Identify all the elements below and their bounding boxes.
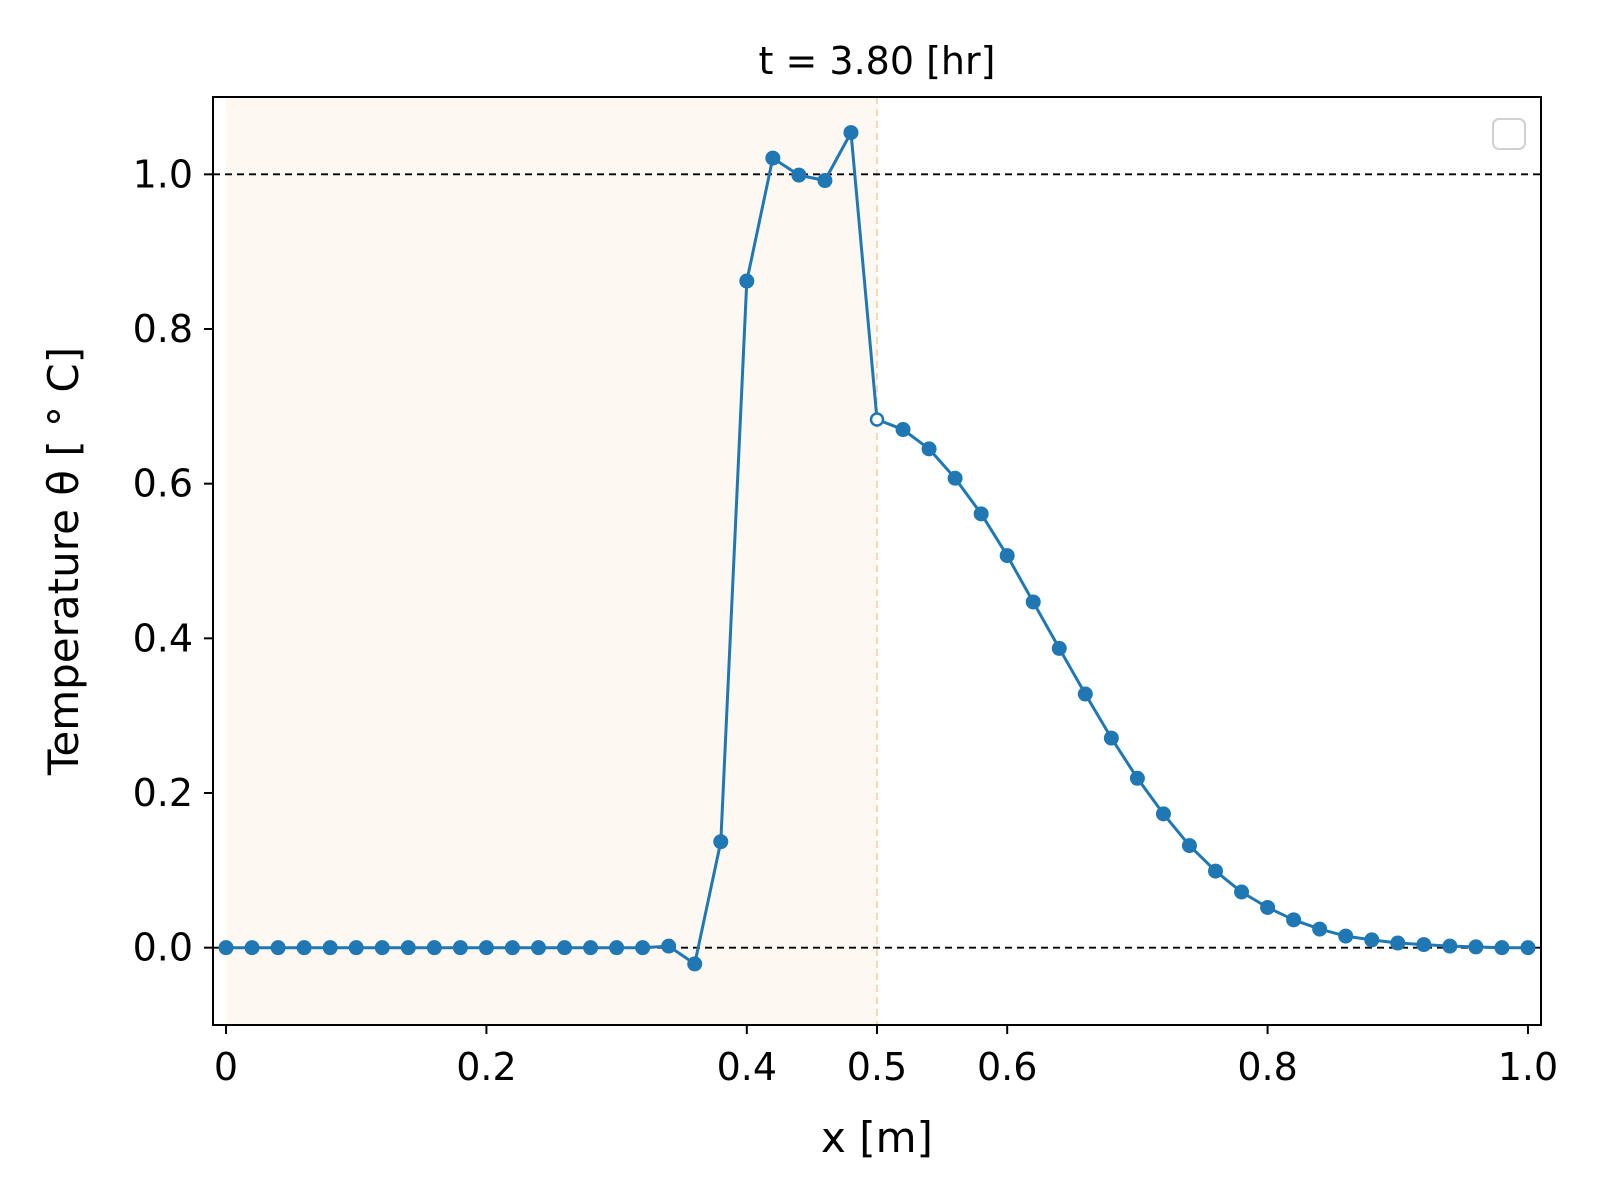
ticks: 0 0.2 0.4 0.5 0.6 0.8 1.0 0.0 0.2 0.4 0.6 0.8 1.0 bbox=[133, 152, 1559, 1089]
x-tick-label: 0.4 bbox=[717, 1045, 777, 1089]
data-point bbox=[713, 834, 729, 850]
data-point bbox=[999, 548, 1015, 564]
x-tick-label: 0.6 bbox=[977, 1045, 1037, 1089]
data-point bbox=[635, 940, 651, 956]
data-point bbox=[1442, 938, 1458, 954]
data-point bbox=[661, 938, 677, 954]
data-point bbox=[348, 940, 364, 956]
data-point bbox=[1129, 770, 1145, 786]
y-tick-label: 0.6 bbox=[133, 462, 193, 506]
x-tick-label: 0.5 bbox=[847, 1045, 907, 1089]
data-point bbox=[1103, 730, 1119, 746]
y-tick-label: 0.2 bbox=[133, 771, 193, 815]
data-point bbox=[244, 940, 260, 956]
plot-area bbox=[213, 97, 1541, 1025]
data-point bbox=[504, 940, 520, 956]
data-point bbox=[843, 125, 859, 141]
data-point bbox=[530, 940, 546, 956]
data-point bbox=[1025, 594, 1041, 610]
data-point bbox=[973, 506, 989, 522]
x-tick-label: 0 bbox=[214, 1045, 238, 1089]
data-point bbox=[478, 940, 494, 956]
data-point bbox=[1208, 863, 1224, 879]
data-point bbox=[1077, 686, 1093, 702]
data-point bbox=[895, 422, 911, 438]
data-point bbox=[947, 470, 963, 486]
data-point bbox=[1416, 937, 1432, 953]
y-tick-label: 0.0 bbox=[133, 926, 193, 970]
shaded-region bbox=[226, 97, 878, 1025]
x-tick-label: 0.2 bbox=[456, 1045, 516, 1089]
y-tick-label: 0.8 bbox=[133, 307, 193, 351]
data-point bbox=[739, 273, 755, 289]
data-point bbox=[1181, 838, 1197, 854]
data-point bbox=[687, 956, 703, 972]
data-point bbox=[817, 173, 833, 189]
data-point bbox=[1260, 899, 1276, 915]
x-tick-label: 0.8 bbox=[1237, 1045, 1297, 1089]
data-point bbox=[765, 150, 781, 166]
data-point bbox=[1494, 940, 1510, 956]
data-point bbox=[1312, 921, 1328, 937]
data-point bbox=[426, 940, 442, 956]
data-point bbox=[270, 940, 286, 956]
legend-box bbox=[1492, 118, 1526, 150]
data-point bbox=[1234, 884, 1250, 900]
data-point bbox=[1338, 928, 1354, 944]
data-point bbox=[218, 940, 234, 956]
data-point bbox=[557, 940, 573, 956]
data-point bbox=[1520, 940, 1536, 956]
data-point bbox=[921, 441, 937, 457]
data-point bbox=[1468, 939, 1484, 955]
y-tick-label: 0.4 bbox=[133, 616, 193, 660]
data-layer bbox=[218, 125, 1536, 972]
data-point bbox=[583, 940, 599, 956]
data-point bbox=[400, 940, 416, 956]
data-point bbox=[1155, 806, 1171, 822]
y-tick-label: 1.0 bbox=[133, 152, 193, 196]
data-point bbox=[1051, 640, 1067, 656]
x-tick-label: 1.0 bbox=[1498, 1045, 1558, 1089]
data-point bbox=[1364, 932, 1380, 948]
chart-title: t = 3.80 [hr] bbox=[759, 39, 996, 83]
data-point bbox=[322, 940, 338, 956]
y-axis-label: Temperature θ [ ° C] bbox=[39, 347, 88, 776]
data-point bbox=[869, 412, 885, 427]
data-point bbox=[1286, 912, 1302, 928]
x-axis-label: x [m] bbox=[821, 1113, 933, 1162]
data-point bbox=[452, 940, 468, 956]
data-point bbox=[791, 167, 807, 183]
data-point bbox=[1390, 935, 1406, 951]
data-point bbox=[609, 940, 625, 956]
data-point bbox=[296, 940, 312, 956]
data-point bbox=[374, 940, 390, 956]
